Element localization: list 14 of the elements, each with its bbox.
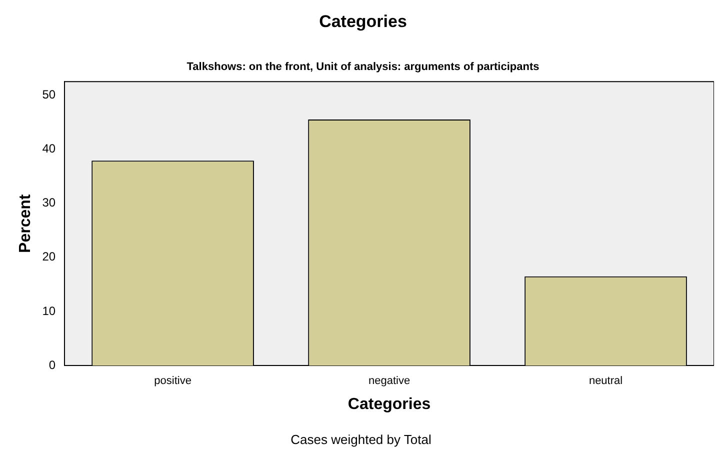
chart-subtitle: Talkshows: on the front, Unit of analysis: arguments of participants [186,61,540,74]
y-axis-title: Percent [17,194,34,253]
y-tick-label: 20 [42,250,56,264]
x-tick-label: neutral [588,375,623,388]
y-tick-label: 40 [42,142,56,156]
x-tick-label: positive [154,375,192,388]
y-tick-label: 50 [42,87,56,102]
text: Cases weighted by Total [290,432,432,447]
y-tick-label: 0 [48,358,56,372]
chart-title: Categories [319,12,407,31]
x-axis-title: Categories [348,396,431,413]
x-tick-label: negative [368,375,410,388]
y-tick-label: 10 [42,304,56,318]
y-tick-label: 30 [42,196,56,210]
